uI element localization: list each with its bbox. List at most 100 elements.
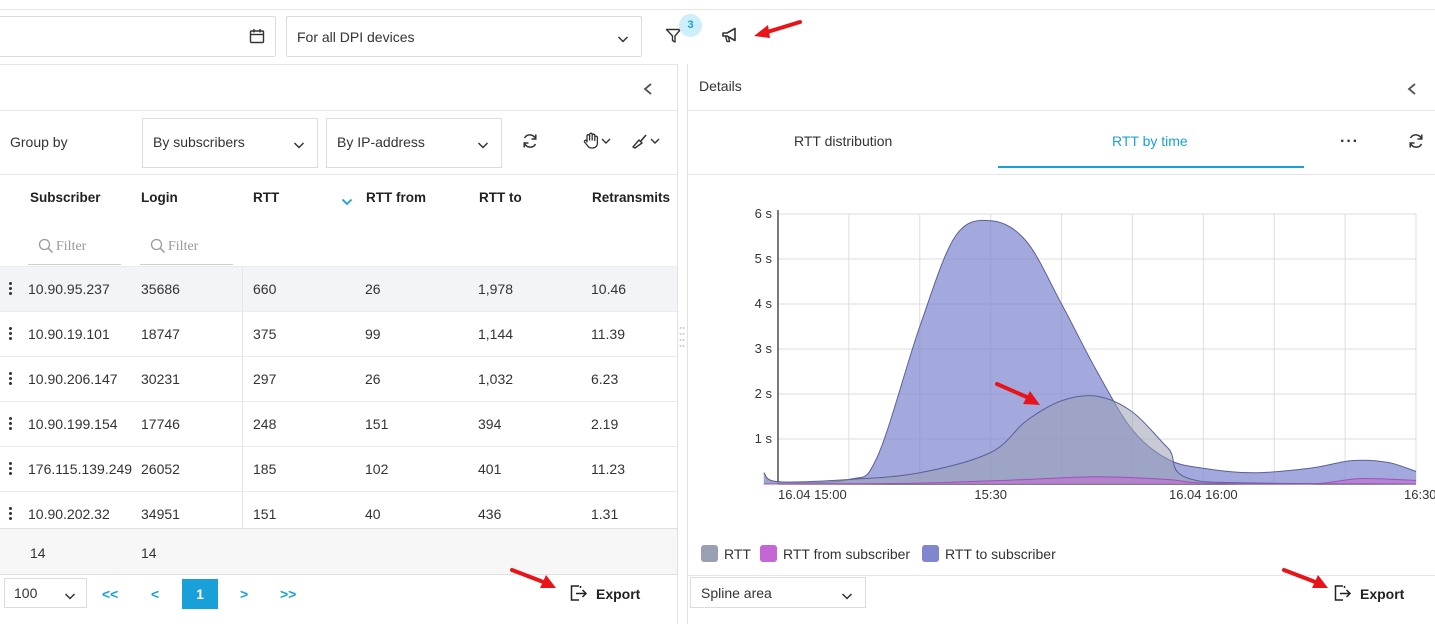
export-icon (568, 583, 588, 606)
group-by-select-value: By subscribers (153, 134, 245, 150)
toolbar-divider (0, 110, 677, 111)
tabs-divider (688, 174, 1435, 175)
column-header-rtt[interactable]: RTT (253, 190, 280, 205)
row-menu-icon[interactable] (9, 462, 13, 477)
subscriber-filter-input[interactable]: Filter (28, 234, 121, 265)
cell-subscriber: 10.90.95.237 (28, 281, 110, 297)
series-line-0 (763, 395, 1417, 485)
megaphone-icon[interactable] (720, 25, 744, 47)
legend-item-rtt-from-subscriber[interactable]: RTT from subscriber (760, 545, 910, 562)
column-header-rtt-from[interactable]: RTT from (366, 190, 426, 205)
calendar-icon[interactable] (249, 28, 265, 47)
row-menu-icon[interactable] (9, 282, 13, 297)
annotation-arrow-icon (510, 568, 556, 588)
search-icon (38, 238, 54, 257)
legend-label: RTT to subscriber (945, 546, 1056, 562)
legend-label: RTT from subscriber (783, 546, 911, 562)
splitter-grip-icon[interactable] (679, 325, 685, 349)
export-icon (1332, 583, 1352, 606)
chevron-down-icon (293, 137, 305, 153)
cell-rtt-to: 1,978 (478, 281, 514, 297)
cell-rtt-to: 1,144 (478, 326, 514, 342)
annotation-arrow-icon (1282, 568, 1328, 588)
refresh-icon[interactable] (520, 131, 540, 154)
table-row[interactable]: 10.90.206.147 30231 297 26 1,032 6.23 (0, 356, 677, 401)
cell-subscriber: 10.90.202.32 (28, 506, 110, 522)
cell-login: 34951 (141, 506, 180, 522)
row-menu-icon[interactable] (9, 372, 13, 387)
ip-address-select[interactable]: By IP-address (326, 118, 502, 168)
legend-item-rtt-to-subscriber[interactable]: RTT to subscriber (922, 545, 1056, 562)
y-tick-label: 3 s (755, 341, 773, 356)
row-menu-icon[interactable] (9, 507, 13, 522)
cell-rtt-from: 26 (365, 371, 381, 387)
ip-address-select-value: By IP-address (337, 134, 425, 150)
first-page-button[interactable]: << (102, 586, 119, 602)
column-header-login[interactable]: Login (141, 190, 178, 205)
cell-subscriber: 10.90.19.101 (28, 326, 110, 342)
cell-rtt: 375 (253, 326, 277, 342)
cell-rtt-to: 436 (478, 506, 502, 522)
series-area-0 (763, 395, 1416, 484)
column-header-retransmits[interactable]: Retransmits (592, 190, 671, 205)
cell-rtt: 248 (253, 416, 277, 432)
sort-descending-icon[interactable] (341, 194, 353, 210)
tab-rtt-distribution[interactable]: RTT distribution (794, 133, 893, 149)
chevron-down-icon (841, 588, 853, 604)
x-tick-label: 16:30 (1404, 487, 1435, 502)
search-icon (150, 238, 166, 257)
page-size-select[interactable]: 100 (4, 578, 87, 608)
refresh-icon[interactable] (1406, 131, 1426, 154)
chart-type-select[interactable]: Spline area (690, 577, 866, 608)
cell-login: 35686 (141, 281, 180, 297)
cell-rtt-from: 99 (365, 326, 381, 342)
collapse-right-panel-icon[interactable] (1404, 80, 1420, 101)
tab-rtt-by-time[interactable]: RTT by time (1112, 133, 1188, 149)
rtt-by-time-chart[interactable]: 1 s 2 s 3 s 4 s 5 s 6 s 16.04 15:00 15:30 16.04 … (688, 180, 1435, 520)
current-page-button[interactable]: 1 (182, 579, 218, 609)
group-by-select[interactable]: By subscribers (142, 118, 318, 168)
next-page-button[interactable]: > (240, 586, 249, 602)
cell-rtt-from: 151 (365, 416, 389, 432)
cell-login: 30231 (141, 371, 180, 387)
chart-export-button[interactable]: Export (1332, 583, 1404, 606)
cell-subscriber: 10.90.206.147 (28, 371, 118, 387)
brush-select-icon[interactable] (630, 131, 662, 154)
row-menu-icon[interactable] (9, 327, 13, 342)
table-row[interactable]: 10.90.202.32 34951 151 40 436 1.31 (0, 491, 677, 536)
date-range-field[interactable] (0, 16, 276, 57)
cell-retransmits: 11.23 (591, 461, 625, 477)
cell-retransmits: 10.46 (591, 281, 627, 297)
column-header-subscriber[interactable]: Subscriber (30, 190, 101, 205)
more-options-button[interactable]: ··· (1340, 133, 1359, 150)
export-button[interactable]: Export (568, 583, 640, 606)
panel-splitter[interactable] (677, 64, 678, 624)
prev-page-button[interactable]: < (151, 586, 160, 602)
table-row[interactable]: 10.90.199.154 17746 248 151 394 2.19 (0, 401, 677, 446)
dpi-device-select[interactable]: For all DPI devices (286, 16, 642, 57)
table-row[interactable]: 176.115.139.249 26052 185 102 401 11.23 (0, 446, 677, 491)
pan-hand-icon[interactable] (582, 131, 614, 154)
details-title: Details (699, 78, 742, 94)
cell-rtt-from: 102 (365, 461, 389, 477)
legend-label: RTT (724, 546, 751, 562)
column-header-rtt-to[interactable]: RTT to (479, 190, 522, 205)
group-by-label: Group by (10, 134, 68, 150)
table-row[interactable]: 10.90.95.237 35686 660 26 1,978 10.46 (0, 266, 677, 311)
y-tick-label: 6 s (755, 206, 773, 221)
last-page-button[interactable]: >> (280, 586, 297, 602)
row-menu-icon[interactable] (9, 417, 13, 432)
active-tab-indicator (998, 166, 1304, 168)
total-logins: 14 (141, 545, 157, 561)
annotation-arrow-icon (754, 20, 802, 38)
cell-rtt: 660 (253, 281, 277, 297)
annotation-arrow-icon (995, 382, 1040, 405)
table-row[interactable]: 10.90.19.101 18747 375 99 1,144 11.39 (0, 311, 677, 356)
collapse-left-panel-icon[interactable] (640, 80, 656, 101)
login-filter-input[interactable]: Filter (140, 234, 233, 265)
cell-login: 17746 (141, 416, 180, 432)
cell-retransmits: 2.19 (591, 416, 619, 432)
chevron-down-icon (617, 31, 629, 47)
legend-item-rtt[interactable]: RTT (701, 545, 751, 562)
top-divider (0, 9, 1435, 10)
